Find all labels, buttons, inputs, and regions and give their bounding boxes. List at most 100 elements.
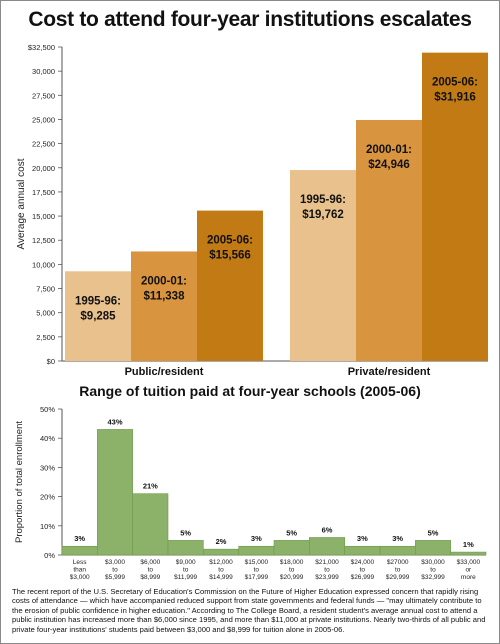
y-tick-label: 22,500 (32, 140, 55, 149)
y-tick-label: 12,500 (32, 236, 55, 245)
y-tick-label: 25,000 (32, 115, 55, 124)
hist-category-label: $3,000 (105, 559, 125, 566)
hist-category-label: $29,999 (386, 574, 410, 581)
hist-category-label: $3,000 (70, 574, 90, 581)
hist-category-label: to (148, 567, 154, 574)
hist-category-label: $27000 (387, 559, 409, 566)
hist-category-label: $18,000 (280, 559, 304, 566)
caption-text: The recent report of the U.S. Secretary … (12, 587, 486, 634)
hist-category-label: $24,000 (351, 559, 375, 566)
cost-bar (356, 119, 422, 361)
hist-value-label: 3% (357, 534, 368, 543)
cost-bar (197, 210, 263, 361)
hist-value-label: 21% (143, 482, 158, 491)
hist-value-label: 5% (428, 528, 439, 537)
hist-category-label: $20,999 (280, 574, 304, 581)
bar-period-label: 2005-06: (207, 235, 253, 247)
hist-category-label: $17,999 (245, 574, 269, 581)
y-tick-label: 5,000 (36, 309, 55, 318)
bar-period-label: 1995-96: (75, 295, 121, 307)
bar-period-label: 2000-01: (141, 275, 187, 287)
hist-category-label: to (289, 567, 295, 574)
histogram-bar (450, 551, 487, 556)
histogram-bar (61, 545, 98, 556)
cost-bar (131, 251, 197, 361)
hist-category-label: $14,999 (209, 574, 233, 581)
hist-category-label: $33,000 (457, 559, 481, 566)
histogram-title: Range of tuition paid at four-year schoo… (79, 383, 421, 399)
hist-value-label: 2% (216, 537, 227, 546)
y-tick-label: 17,500 (32, 188, 55, 197)
hist-category-label: to (395, 567, 401, 574)
y-tick-label: $0 (47, 357, 55, 366)
hist-value-label: 5% (286, 528, 297, 537)
histogram-bar (97, 429, 133, 556)
hist-y-tick-label: 30% (40, 463, 55, 472)
category-label: Public/resident (125, 366, 204, 378)
y-tick-label: 15,000 (32, 212, 55, 221)
y-tick-label: $32,500 (28, 43, 55, 52)
bar-period-label: 2005-06: (432, 77, 478, 89)
y-axis-title: Average annual cost (16, 158, 27, 249)
histogram-bar (415, 540, 451, 556)
y-tick-label: 20,000 (32, 164, 55, 173)
hist-category-label: Less (73, 559, 87, 566)
chart-title: Cost to attend four-year institutions es… (28, 8, 472, 31)
y-tick-label: 27,500 (32, 91, 55, 100)
histogram-bar (203, 548, 239, 556)
histogram-bar (238, 545, 275, 556)
y-tick-label: 10,000 (32, 260, 55, 269)
y-tick-label: 30,000 (32, 67, 55, 76)
category-label: Private/resident (348, 366, 431, 378)
hist-category-label: than (73, 567, 86, 574)
bar-value-label: $31,916 (434, 92, 476, 104)
hist-value-label: 3% (74, 534, 85, 543)
hist-value-label: 1% (463, 540, 474, 549)
y-tick-label: 2,500 (36, 333, 55, 342)
hist-category-label: $8,999 (140, 574, 160, 581)
hist-category-label: to (254, 567, 260, 574)
hist-category-label: $30,000 (421, 559, 445, 566)
hist-category-label: $12,000 (209, 559, 233, 566)
hist-category-label: $23,999 (315, 574, 339, 581)
hist-value-label: 3% (392, 534, 403, 543)
hist-category-label: $9,000 (176, 559, 196, 566)
hist-category-label: $5,999 (105, 574, 125, 581)
bar-value-label: $24,946 (368, 159, 410, 171)
hist-value-label: 3% (251, 534, 262, 543)
bar-period-label: 2000-01: (366, 144, 412, 156)
hist-category-label: $6,000 (140, 559, 160, 566)
histogram-bar (132, 493, 169, 556)
histogram-bar (273, 540, 310, 556)
y-tick-label: 7,500 (36, 285, 55, 294)
histogram-bar (309, 537, 345, 556)
cost-bar (290, 170, 356, 361)
hist-y-tick-label: 0% (44, 551, 55, 560)
hist-value-label: 5% (180, 528, 191, 537)
hist-category-label: to (360, 567, 366, 574)
hist-y-tick-label: 20% (40, 493, 55, 502)
bar-value-label: $11,338 (144, 290, 186, 302)
hist-category-label: $21,000 (315, 559, 339, 566)
hist-category-label: $15,000 (245, 559, 269, 566)
bar-value-label: $15,566 (209, 250, 251, 262)
hist-category-label: $11,999 (174, 574, 197, 581)
cost-bar (422, 52, 488, 362)
bar-value-label: $9,285 (80, 310, 116, 322)
bar-period-label: 1995-96: (300, 194, 346, 206)
histogram-bar (167, 540, 204, 556)
hist-category-label: to (218, 567, 224, 574)
hist-value-label: 43% (107, 417, 122, 426)
hist-category-label: or (465, 567, 472, 574)
cost-bar (65, 271, 131, 361)
hist-y-tick-label: 50% (40, 405, 55, 414)
hist-y-tick-label: 40% (40, 434, 55, 443)
bar-value-label: $19,762 (302, 209, 344, 221)
hist-category-label: to (112, 567, 118, 574)
hist-y-tick-label: 10% (40, 522, 55, 531)
hist-value-label: 6% (322, 525, 333, 534)
hist-y-axis-title: Proportion of total enrollment (14, 421, 25, 543)
hist-category-label: to (183, 567, 189, 574)
hist-category-label: $26,999 (351, 574, 375, 581)
